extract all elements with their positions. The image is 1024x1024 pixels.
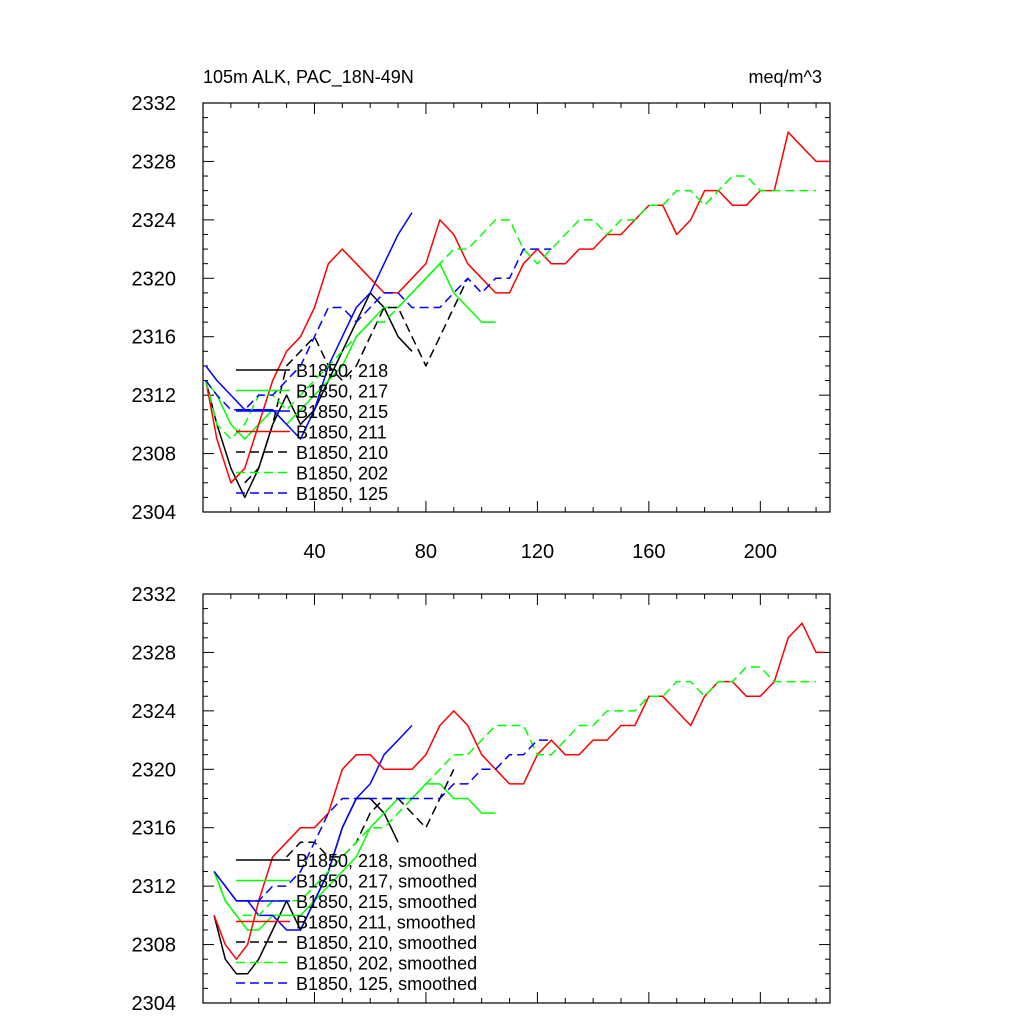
y-tick-label: 2316 xyxy=(132,327,177,349)
series-line-b1850-125 xyxy=(205,248,552,411)
legend-label: B1850, 218, smoothed xyxy=(296,851,477,871)
series-line-b1850-202-smoothed xyxy=(213,666,817,917)
x-tick-label: 160 xyxy=(632,541,665,563)
legend-label: B1850, 217, smoothed xyxy=(296,872,477,892)
x-tick-label: 200 xyxy=(744,541,777,563)
y-tick-label: 2308 xyxy=(132,935,177,957)
x-tick-label: 80 xyxy=(415,541,437,563)
legend-label: B1850, 210, smoothed xyxy=(296,933,477,953)
series-line-b1850-215 xyxy=(205,212,413,440)
y-tick-label: 2320 xyxy=(132,759,177,781)
y-tick-label: 2332 xyxy=(132,93,177,115)
series-line-b1850-211-smoothed xyxy=(213,622,825,960)
legend-label: B1850, 215 xyxy=(296,402,388,422)
y-tick-label: 2316 xyxy=(132,818,177,840)
y-tick-label: 2308 xyxy=(132,444,177,466)
y-tick-label: 2304 xyxy=(132,502,177,524)
top-panel: 105m ALK, PAC_18N-49N meq/m^3 2304 2308 2312… xyxy=(132,67,831,563)
y-tick-label: 2332 xyxy=(132,584,177,606)
y-tick-label: 2312 xyxy=(132,876,177,898)
series-line-b1850-125-smoothed xyxy=(213,739,552,902)
y-tick-label: 2312 xyxy=(132,385,177,407)
legend-label: B1850, 217 xyxy=(296,382,388,402)
y-tick-label: 2320 xyxy=(132,268,177,290)
x-tick-label: 120 xyxy=(521,541,554,563)
y-tick-label: 2304 xyxy=(132,993,177,1015)
legend-label: B1850, 218 xyxy=(296,361,388,381)
legend-label: B1850, 125 xyxy=(296,484,388,504)
y-tick-label: 2328 xyxy=(132,151,177,173)
legend-label: B1850, 215, smoothed xyxy=(296,892,477,912)
y-tick-label: 2328 xyxy=(132,642,177,664)
legend-label: B1850, 125, smoothed xyxy=(296,974,477,994)
legend-label: B1850, 202, smoothed xyxy=(296,954,477,974)
legend-label: B1850, 202 xyxy=(296,464,388,484)
bottom-panel: 2304 2308 2312 2316 2320 2324 2328 2332 B1850, 2… xyxy=(132,584,831,1015)
units-label: meq/m^3 xyxy=(749,67,822,87)
chart-title: 105m ALK, PAC_18N-49N xyxy=(203,67,414,88)
y-tick-label: 2324 xyxy=(132,210,177,232)
legend-label: B1850, 211, smoothed xyxy=(296,913,476,933)
y-tick-label: 2324 xyxy=(132,701,177,723)
series-line-b1850-202 xyxy=(205,175,817,440)
legend-label: B1850, 210 xyxy=(296,443,388,463)
x-tick-label: 40 xyxy=(303,541,325,563)
series-line-b1850-211 xyxy=(205,131,830,484)
series-line-b1850-217-smoothed xyxy=(213,783,496,931)
legend-label: B1850, 211 xyxy=(296,423,387,443)
